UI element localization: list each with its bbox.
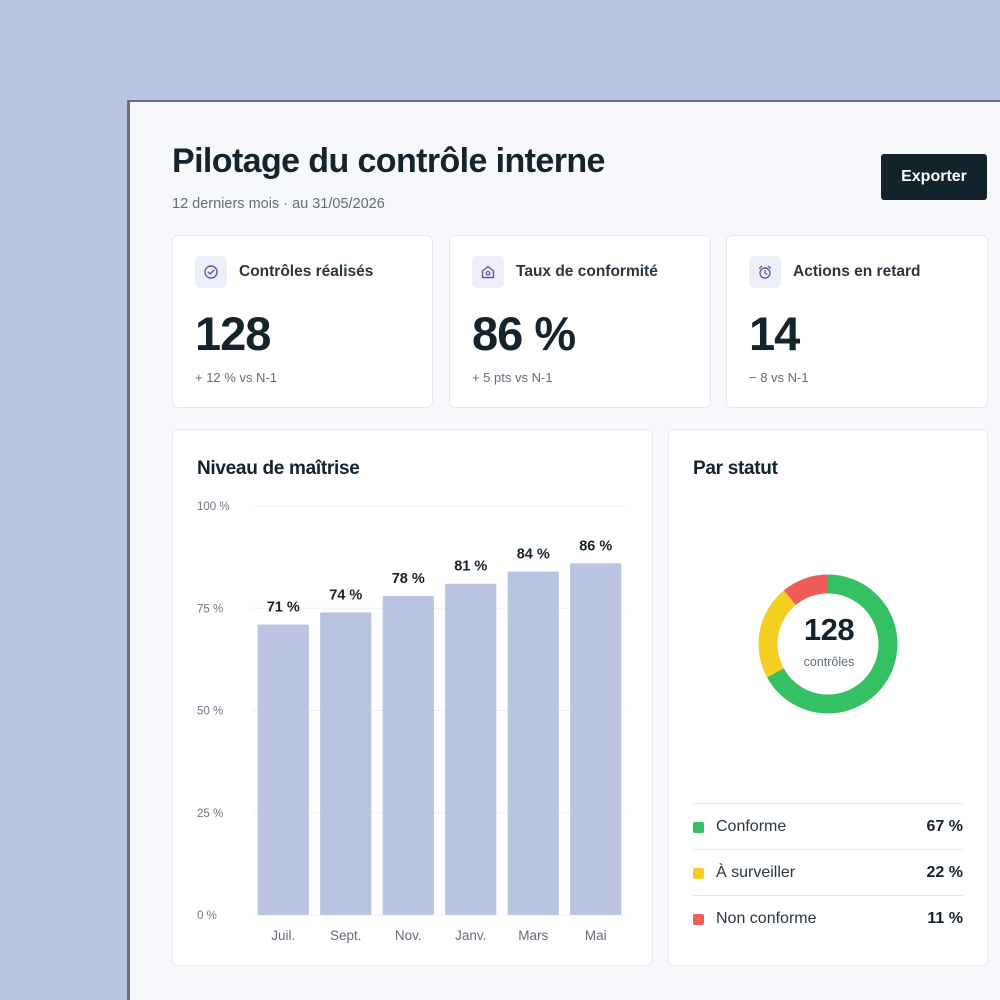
alarm-clock-icon [749,256,781,288]
y-tick-label: 25 % [197,808,223,820]
legend-percent: 11 % [927,910,963,927]
legend-percent: 67 % [926,818,963,835]
bar[interactable] [382,595,434,915]
x-tick-label: Juil. [271,928,295,943]
red-dot-icon [693,913,704,925]
donut-center-label: contrôles [803,655,855,669]
kpi-value: 128 [195,307,271,360]
bar[interactable] [570,563,622,915]
legend-item-conforme: Conforme 67 % [693,803,963,850]
y-tick-label: 75 % [197,603,223,615]
bar[interactable] [445,583,497,915]
kpi-value: 86 % [472,307,576,360]
legend-item-a-surveiller: À surveiller 22 % [693,849,963,896]
page-title: Pilotage du contrôle interne [172,142,605,180]
yellow-dot-icon [693,867,704,879]
kpi-card-controls: Contrôles réalisés 128 + 12 % vs N-1 [172,235,433,408]
bar[interactable] [320,612,372,915]
bar[interactable] [507,571,559,915]
donut-segment[interactable] [758,574,898,714]
mastery-bar-chart: 0 % 25 % 50 % 75 % 100 % 71 % Juil. 74 % Sept. 78… [197,501,627,943]
status-card: Par statut 128 contrôles Conforme 67 % À… [668,429,988,966]
y-tick-label: 50 % [197,706,223,718]
bar[interactable] [257,624,309,915]
bar-value-label: 84 % [517,546,550,562]
kpi-card-late-actions: Actions en retard 14 − 8 vs N-1 [726,235,988,408]
kpi-label: Contrôles réalisés [239,263,374,280]
status-donut-chart [758,574,898,714]
page-subtitle: 12 derniers mois · au 31/05/2026 [172,196,385,212]
legend-item-non-conforme: Non conforme 11 % [693,895,963,942]
legend-label: Conforme [716,818,787,835]
kpi-delta: − 8 vs N-1 [749,370,809,385]
kpi-delta: + 5 pts vs N-1 [472,370,553,385]
y-tick-label: 0 % [197,910,217,922]
green-dot-icon [693,821,704,833]
export-button[interactable]: Exporter [881,154,987,200]
kpi-card-compliance: Taux de conformité 86 % + 5 pts vs N-1 [449,235,711,408]
bar-value-label: 86 % [579,538,612,554]
x-tick-label: Mai [585,928,607,943]
x-tick-label: Nov. [395,928,422,943]
y-tick-label: 100 % [197,501,230,513]
donut-center-value: 128 [803,612,855,647]
x-tick-label: Mars [518,928,548,943]
kpi-value: 14 [749,307,800,360]
kpi-label: Actions en retard [793,263,921,280]
bar-value-label: 74 % [329,587,362,603]
bar-value-label: 71 % [267,600,300,616]
bar-value-label: 78 % [392,571,425,587]
dashboard-window: Pilotage du contrôle interne 12 derniers… [127,100,1000,1000]
chart-title: Niveau de maîtrise [197,458,360,479]
legend-percent: 22 % [926,864,963,881]
status-title: Par statut [693,458,778,479]
bar-value-label: 81 % [454,559,487,575]
mastery-chart-card: Niveau de maîtrise 0 % 25 % 50 % 75 % 100 % 7… [172,429,653,966]
legend-label: Non conforme [716,910,817,927]
shield-home-icon [472,256,504,288]
x-tick-label: Janv. [455,928,486,943]
check-badge-icon [195,256,227,288]
x-tick-label: Sept. [330,928,362,943]
kpi-label: Taux de conformité [516,263,658,280]
kpi-delta: + 12 % vs N-1 [195,370,278,385]
legend-label: À surveiller [716,864,796,881]
donut-segment[interactable] [758,574,898,714]
